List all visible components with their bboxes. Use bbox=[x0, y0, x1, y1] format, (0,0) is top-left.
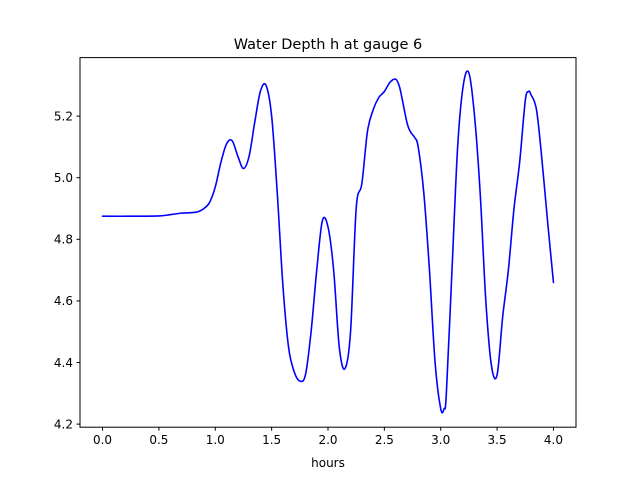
y-axis-ticks: 4.2 4.4 4.6 4.8 5.0 5.2 bbox=[54, 109, 80, 431]
x-tick-label: 3.0 bbox=[431, 433, 450, 447]
x-tick-label: 1.0 bbox=[206, 433, 225, 447]
y-tick-label: 4.4 bbox=[54, 356, 73, 370]
plot-frame bbox=[79, 57, 577, 428]
series-layer bbox=[101, 70, 555, 414]
x-tick-label: 0.5 bbox=[149, 433, 168, 447]
x-tick-label: 1.5 bbox=[262, 433, 281, 447]
x-axis-label: hours bbox=[311, 456, 345, 470]
x-tick-label: 2.5 bbox=[375, 433, 394, 447]
y-tick-label: 4.6 bbox=[54, 294, 73, 308]
x-tick-label: 4.0 bbox=[544, 433, 563, 447]
x-tick-label: 2.0 bbox=[318, 433, 337, 447]
x-tick-label: 3.5 bbox=[488, 433, 507, 447]
x-tick-label: 0.0 bbox=[93, 433, 112, 447]
series-line bbox=[101, 70, 555, 414]
x-axis-ticks: 0.0 0.5 1.0 1.5 2.0 2.5 3.0 3.5 4.0 bbox=[93, 427, 563, 447]
y-tick-label: 4.2 bbox=[54, 417, 73, 431]
y-tick-label: 4.8 bbox=[54, 233, 73, 247]
y-tick-label: 5.2 bbox=[54, 109, 73, 123]
chart-title: Water Depth h at gauge 6 bbox=[234, 37, 422, 53]
y-tick-label: 5.0 bbox=[54, 171, 73, 185]
